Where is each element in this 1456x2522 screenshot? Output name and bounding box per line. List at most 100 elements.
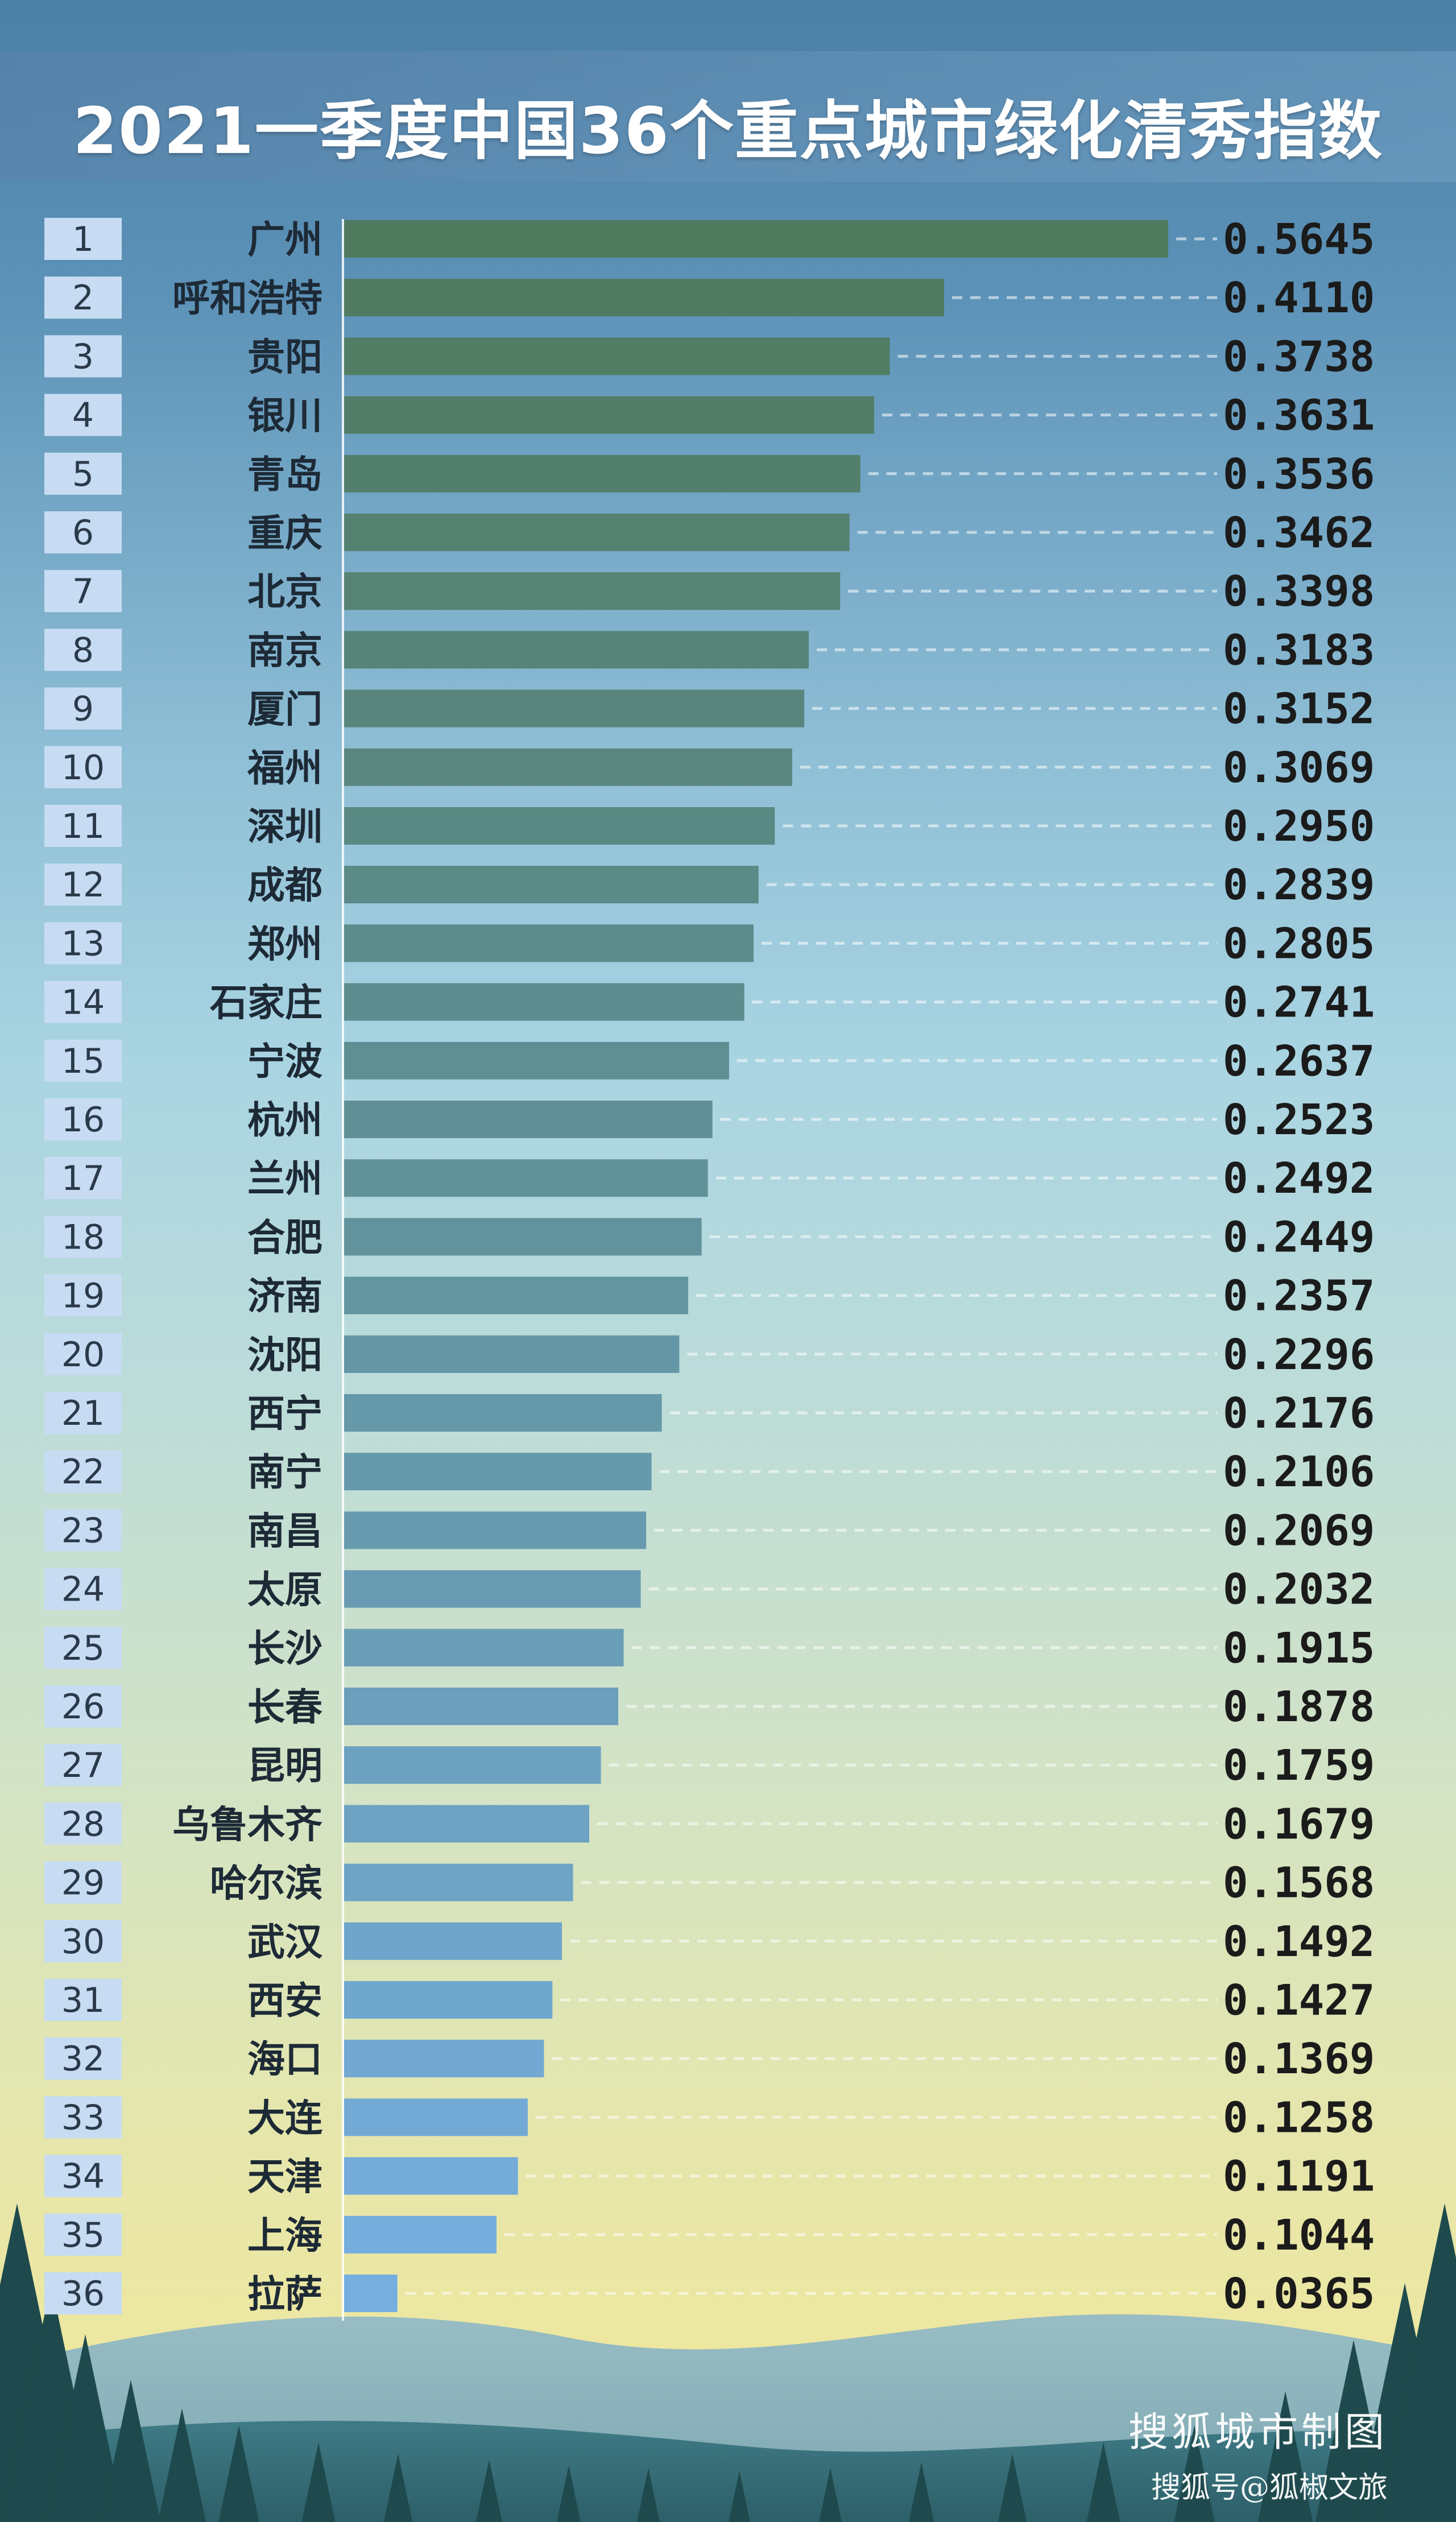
category-label: 郑州 xyxy=(247,922,322,966)
rank-label: 3 xyxy=(72,337,94,377)
value-label: 0.3631 xyxy=(1223,391,1375,440)
value-label: 0.2523 xyxy=(1223,1095,1375,1144)
rank-label: 26 xyxy=(61,1687,105,1727)
value-label: 0.1258 xyxy=(1223,2093,1375,2142)
category-label: 西安 xyxy=(247,1979,322,2023)
rank-box xyxy=(44,1979,122,2021)
rank-box xyxy=(44,1274,122,1317)
rank-label: 17 xyxy=(61,1159,105,1198)
bar-row: 21 西宁 0.2176 xyxy=(44,1389,1375,1438)
bar xyxy=(344,1805,589,1843)
pine-tree xyxy=(729,2471,750,2522)
bar-row: 35 上海 0.1044 xyxy=(44,2211,1375,2260)
value-label: 0.2032 xyxy=(1223,1565,1375,1614)
value-label: 0.3462 xyxy=(1223,508,1375,557)
rank-label: 1 xyxy=(72,220,94,259)
value-label: 0.1044 xyxy=(1223,2211,1375,2260)
rank-box xyxy=(44,570,122,613)
bar xyxy=(344,924,754,962)
rank-label: 13 xyxy=(61,924,105,964)
category-label: 广州 xyxy=(247,218,322,262)
value-label: 0.1492 xyxy=(1223,1917,1375,1966)
rank-label: 16 xyxy=(61,1100,105,1140)
rank-label: 31 xyxy=(61,1981,105,2020)
bar xyxy=(344,1218,702,1256)
bar xyxy=(344,220,1168,258)
rank-box xyxy=(44,1509,122,1552)
bar xyxy=(344,454,861,493)
category-label: 济南 xyxy=(247,1275,322,1318)
value-label: 0.1915 xyxy=(1223,1624,1375,1673)
bar-row: 27 昆明 0.1759 xyxy=(44,1741,1375,1790)
bar-row: 6 重庆 0.3462 xyxy=(44,508,1375,557)
bar xyxy=(344,1922,562,1960)
category-label: 福州 xyxy=(247,746,322,790)
pine-tree xyxy=(1378,2203,1456,2522)
rank-box xyxy=(44,687,122,730)
value-label: 0.2805 xyxy=(1223,919,1375,968)
rank-label: 12 xyxy=(61,865,105,905)
rank-box xyxy=(44,1098,122,1140)
rank-box xyxy=(44,276,122,319)
bar-row: 25 长沙 0.1915 xyxy=(44,1624,1375,1673)
rank-label: 6 xyxy=(72,513,94,553)
category-label: 哈尔滨 xyxy=(210,1862,322,1905)
rank-box xyxy=(44,452,122,495)
pine-tree xyxy=(383,2454,413,2522)
bar-row: 8 南京 0.3183 xyxy=(44,626,1375,675)
category-label: 重庆 xyxy=(247,511,322,555)
category-label: 石家庄 xyxy=(210,981,322,1025)
bar-row: 19 济南 0.2357 xyxy=(44,1272,1375,1321)
category-label: 北京 xyxy=(247,570,322,614)
value-label: 0.3183 xyxy=(1223,626,1375,675)
bar xyxy=(344,1335,680,1373)
rank-label: 24 xyxy=(61,1570,105,1610)
bar xyxy=(344,866,759,904)
bar xyxy=(344,1453,652,1491)
bar-row: 7 北京 0.3398 xyxy=(44,567,1375,616)
value-label: 0.4110 xyxy=(1223,274,1375,323)
rank-box xyxy=(44,394,122,436)
rank-label: 30 xyxy=(61,1922,105,1962)
value-label: 0.3398 xyxy=(1223,567,1375,616)
rank-box xyxy=(44,2213,122,2256)
value-label: 0.1878 xyxy=(1223,1682,1375,1731)
bar-row: 26 长春 0.1878 xyxy=(44,1682,1375,1731)
category-label: 成都 xyxy=(247,863,322,907)
category-label: 拉萨 xyxy=(247,2272,322,2316)
rank-box xyxy=(44,1802,122,1845)
category-label: 长春 xyxy=(247,1685,322,1729)
category-label: 乌鲁木齐 xyxy=(172,1802,322,1846)
value-label: 0.2492 xyxy=(1223,1154,1375,1203)
pine-tree xyxy=(101,2380,161,2522)
rank-box xyxy=(44,1861,122,1904)
pine-tree xyxy=(46,2334,125,2522)
rank-label: 20 xyxy=(61,1335,105,1375)
bar xyxy=(344,337,890,375)
rank-label: 8 xyxy=(72,630,94,670)
category-label: 天津 xyxy=(247,2155,322,2199)
bar xyxy=(344,279,944,317)
bar-row: 15 宁波 0.2637 xyxy=(44,1037,1375,1086)
rank-label: 23 xyxy=(61,1511,105,1551)
value-label: 0.2176 xyxy=(1223,1389,1375,1438)
category-label: 兰州 xyxy=(247,1157,322,1201)
category-label: 武汉 xyxy=(247,1920,323,1964)
watermark-line2: 搜狐号@狐椒文旅 xyxy=(1151,2471,1388,2505)
pine-tree xyxy=(1174,2425,1215,2522)
bar-row: 11 深圳 0.2950 xyxy=(44,802,1375,851)
rank-label: 21 xyxy=(61,1394,105,1433)
bar xyxy=(344,514,850,551)
value-label: 0.2069 xyxy=(1223,1506,1375,1555)
category-label: 南京 xyxy=(247,629,322,672)
bar-row: 14 石家庄 0.2741 xyxy=(44,978,1375,1027)
rank-box xyxy=(44,1039,122,1082)
rank-box xyxy=(44,922,122,965)
bar-row: 16 杭州 0.2523 xyxy=(44,1095,1375,1144)
bar xyxy=(344,2157,518,2195)
rank-label: 27 xyxy=(61,1746,105,1785)
rank-box xyxy=(44,335,122,378)
value-label: 0.2741 xyxy=(1223,978,1375,1027)
rank-label: 33 xyxy=(61,2098,105,2138)
